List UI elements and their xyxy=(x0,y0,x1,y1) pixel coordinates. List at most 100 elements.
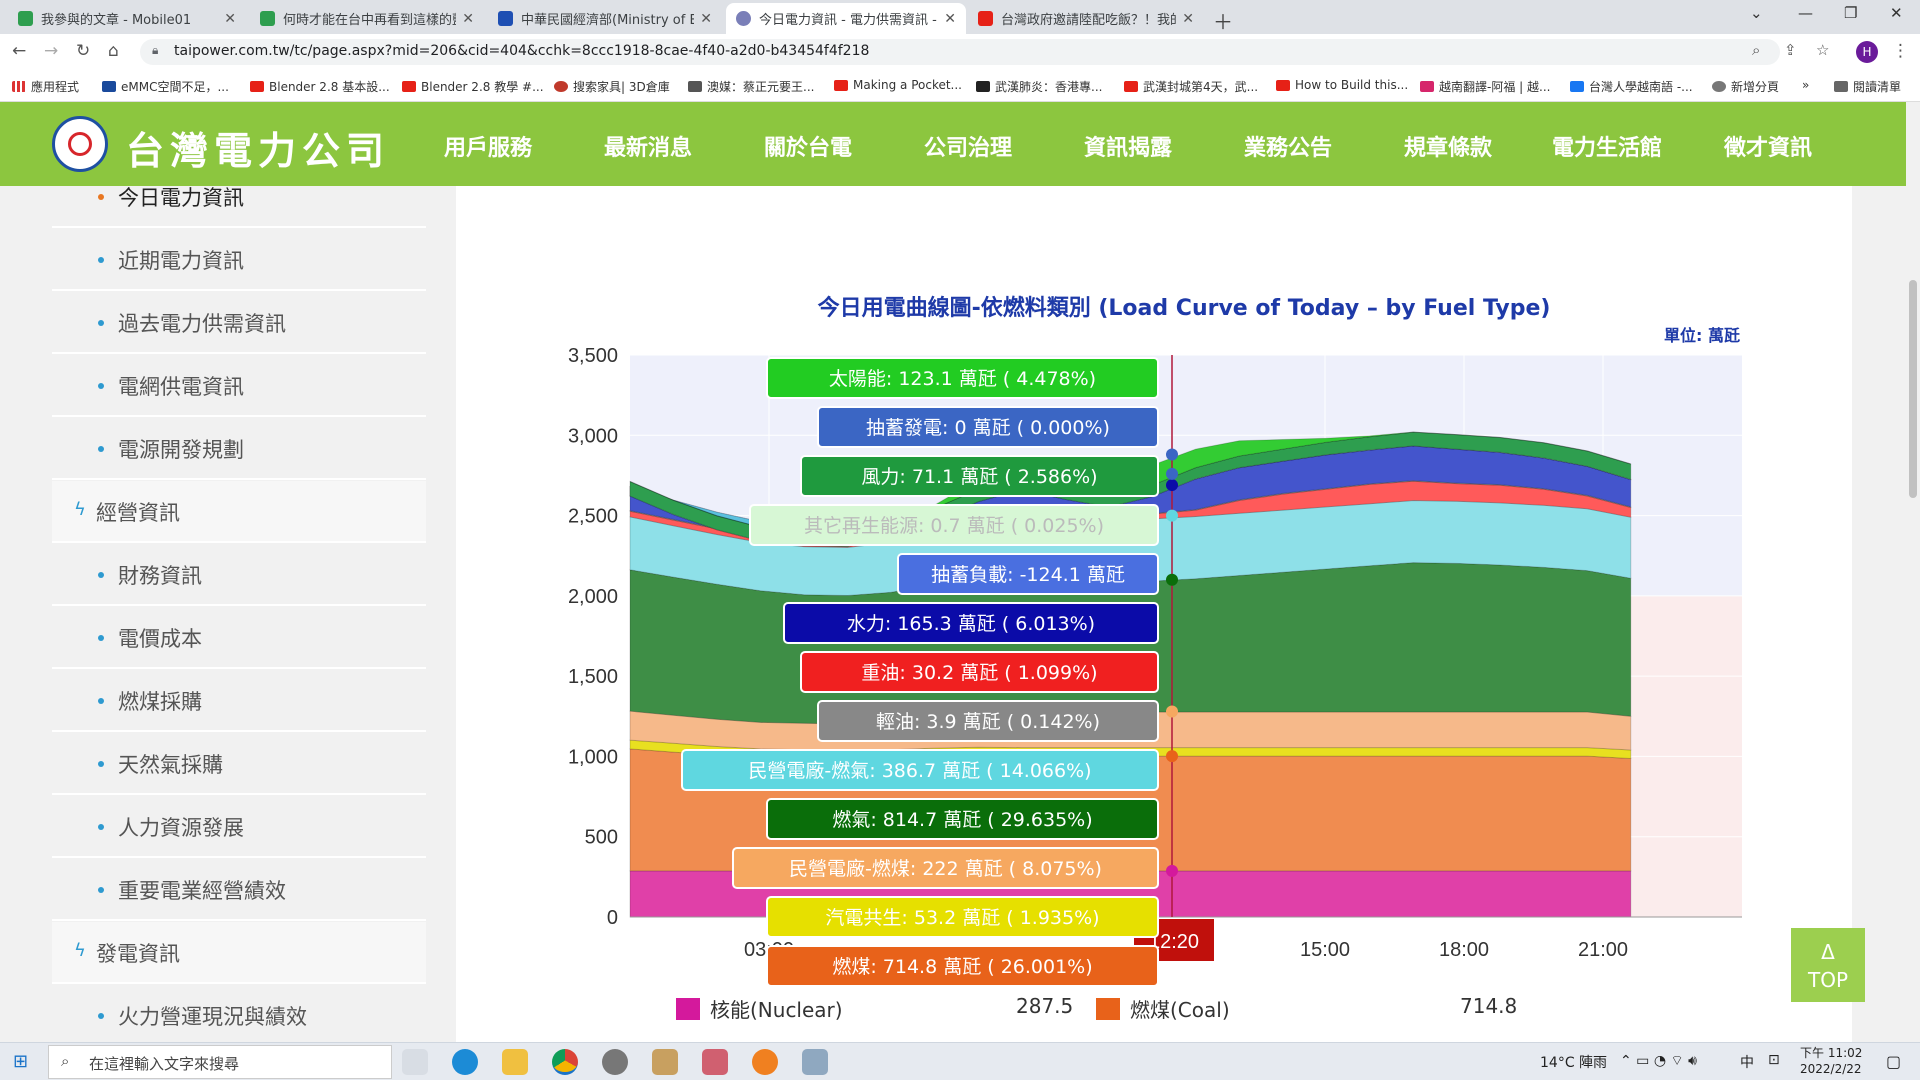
forward-icon[interactable]: → xyxy=(44,41,59,61)
menu-kebab-icon[interactable]: ⋮ xyxy=(1892,41,1909,61)
close-tab-icon[interactable]: ✕ xyxy=(1182,10,1194,27)
bookmark-item[interactable]: 台灣人學越南語 -... xyxy=(1570,78,1693,95)
back-to-top-button[interactable]: Δ TOP xyxy=(1791,928,1865,1002)
profile-avatar[interactable]: H xyxy=(1856,41,1878,63)
sidebar-item-performance[interactable]: 重要電業經營績效 xyxy=(52,859,426,921)
ime-indicator[interactable]: 中 xyxy=(1740,1055,1754,1071)
sidebar-item-coal-purchase[interactable]: 燃煤採購 xyxy=(52,670,426,732)
app-icon[interactable] xyxy=(802,1049,828,1075)
system-tray-icon[interactable]: ⌃ ▭ ◔ ⌔ 🔊︎ xyxy=(1620,1053,1697,1069)
browser-tab-active[interactable]: 今日電力資訊 - 電力供需資訊 - 資 ✕ xyxy=(726,3,966,34)
sidebar-item-power-planning[interactable]: 電源開發規劃 xyxy=(52,418,426,480)
task-view-icon[interactable] xyxy=(402,1049,428,1075)
browser-tab[interactable]: 何時才能在台中再看到這樣的藍天 ✕ xyxy=(250,3,484,34)
sidebar-item-recent-power[interactable]: 近期電力資訊 xyxy=(52,229,426,291)
bookmark-star-icon[interactable]: ☆ xyxy=(1816,41,1830,59)
bookmark-item[interactable]: 新增分頁 xyxy=(1712,78,1779,95)
tab-favicon-icon xyxy=(736,11,751,26)
file-explorer-icon[interactable] xyxy=(502,1049,528,1075)
more-bookmarks-icon[interactable]: » xyxy=(1802,78,1810,92)
scrollbar-thumb[interactable] xyxy=(1909,280,1917,498)
weather-widget[interactable]: 14°C 陣雨 xyxy=(1540,1055,1608,1071)
app-icon[interactable] xyxy=(652,1049,678,1075)
browser-tab[interactable]: 中華民國經濟部(Ministry of Econ ✕ xyxy=(488,3,722,34)
sidebar-section-generation[interactable]: ϟ 發電資訊 xyxy=(52,922,426,984)
minimize-icon[interactable]: — xyxy=(1798,4,1813,22)
close-tab-icon[interactable]: ✕ xyxy=(462,10,474,27)
bookmark-item[interactable]: Making a Pocket... xyxy=(834,78,962,92)
bookmark-item[interactable]: 澳媒：蔡正元要王... xyxy=(688,78,814,95)
tab-favicon-icon xyxy=(18,11,33,26)
bookmark-favicon-icon xyxy=(1420,81,1434,92)
close-window-icon[interactable]: ✕ xyxy=(1890,4,1903,22)
sidebar-section-operations[interactable]: ϟ 經營資訊 xyxy=(52,481,426,543)
blender-icon[interactable] xyxy=(752,1049,778,1075)
tooltip-text: 重油: 30.2 萬瓩 ( 1.099%) xyxy=(861,662,1097,684)
menu-item[interactable]: 公司治理 xyxy=(924,136,1013,161)
app-icon[interactable] xyxy=(602,1049,628,1075)
bullet-icon xyxy=(98,194,104,200)
notification-icon[interactable]: ▢ xyxy=(1886,1052,1902,1071)
apps-grid-icon xyxy=(12,81,26,92)
load-curve-chart[interactable]: 05001,0001,5002,0002,5003,0003,50003:001… xyxy=(456,186,1852,986)
sidebar-item-thermal-ops[interactable]: 火力營運現況與績效 xyxy=(52,985,426,1042)
sidebar-item-price-cost[interactable]: 電價成本 xyxy=(52,607,426,669)
bookmark-item[interactable]: 搜索家具| 3D倉庫 xyxy=(554,78,670,95)
menu-item[interactable]: 電力生活館 xyxy=(1552,136,1663,161)
sidebar-item-hr[interactable]: 人力資源發展 xyxy=(52,796,426,858)
menu-item[interactable]: 最新消息 xyxy=(604,136,693,161)
share-icon[interactable]: ⇪ xyxy=(1784,41,1797,59)
app-icon[interactable] xyxy=(702,1049,728,1075)
crosshair-point xyxy=(1166,448,1178,461)
close-tab-icon[interactable]: ✕ xyxy=(944,10,956,27)
bookmark-item[interactable]: 越南翻譯-阿福 | 越... xyxy=(1420,78,1550,95)
close-tab-icon[interactable]: ✕ xyxy=(700,10,712,27)
site-logo-text[interactable]: 台灣電力公司 xyxy=(126,128,391,173)
menu-item-active[interactable]: 資訊揭露 xyxy=(1084,136,1173,161)
url-field[interactable]: 🔒︎ taipower.com.tw/tc/page.aspx?mid=206&c… xyxy=(140,39,1780,65)
bookmark-label: 澳媒：蔡正元要王... xyxy=(707,80,815,94)
sidebar-item-today-power[interactable]: 今日電力資訊 xyxy=(52,186,426,228)
facebook-icon xyxy=(1570,81,1584,92)
chrome-icon[interactable] xyxy=(552,1049,578,1075)
windows-start-icon[interactable]: ⊞ xyxy=(13,1051,29,1072)
sidebar-item-finance[interactable]: 財務資訊 xyxy=(52,544,426,606)
home-icon[interactable]: ⌂ xyxy=(108,41,119,61)
clock-date[interactable]: 2022/2/22 xyxy=(1800,1062,1862,1076)
reading-list[interactable]: 閱讀清單 xyxy=(1834,78,1901,95)
menu-item[interactable]: 業務公告 xyxy=(1244,136,1333,161)
sidebar-item-label: 今日電力資訊 xyxy=(118,186,244,210)
browser-tab[interactable]: 台灣政府邀請陸配吃飯？！我的 ✕ xyxy=(968,3,1204,34)
bookmark-item[interactable]: 武漢肺炎：香港專... xyxy=(976,78,1102,95)
back-icon[interactable]: ← xyxy=(12,41,27,61)
menu-item[interactable]: 關於台電 xyxy=(764,136,853,161)
taskbar-search-input[interactable]: ⌕ 在這裡輸入文字來搜尋 xyxy=(48,1045,392,1079)
tooltip-text: 風力: 71.1 萬瓩 ( 2.586%) xyxy=(861,466,1097,488)
bookmark-apps[interactable]: 應用程式 xyxy=(12,78,79,95)
bookmark-item[interactable]: Blender 2.8 教學 #... xyxy=(402,78,544,95)
clock-time[interactable]: 下午 11:02 xyxy=(1800,1046,1863,1060)
menu-item[interactable]: 徵才資訊 xyxy=(1724,136,1813,161)
bookmark-item[interactable]: 武漢封城第4天，武... xyxy=(1124,78,1258,95)
sidebar-item-grid-supply[interactable]: 電網供電資訊 xyxy=(52,355,426,417)
menu-item[interactable]: 用戶服務 xyxy=(444,136,533,161)
tooltip-text: 民營電廠-燃煤: 222 萬瓩 ( 8.075%) xyxy=(789,857,1102,880)
bookmark-item[interactable]: eMMC空間不足，... xyxy=(102,78,229,95)
close-tab-icon[interactable]: ✕ xyxy=(224,10,236,27)
menu-item[interactable]: 規章條款 xyxy=(1404,136,1493,161)
bookmark-label: 新增分頁 xyxy=(1731,80,1780,94)
sidebar-item-gas-purchase[interactable]: 天然氣採購 xyxy=(52,733,426,795)
restore-icon[interactable]: ❐ xyxy=(1844,4,1858,22)
tab-search-icon[interactable]: ⌄ xyxy=(1750,4,1763,22)
sidebar-item-past-supply[interactable]: 過去電力供需資訊 xyxy=(52,292,426,354)
taipower-logo-icon[interactable] xyxy=(52,116,108,172)
edge-icon[interactable] xyxy=(452,1049,478,1075)
bookmark-item[interactable]: Blender 2.8 基本設... xyxy=(250,78,390,95)
browser-tab[interactable]: 我參與的文章 - Mobile01 ✕ xyxy=(8,3,246,34)
page-scrollbar[interactable] xyxy=(1906,102,1920,1042)
new-tab-icon[interactable]: ＋ xyxy=(1213,10,1233,34)
ime-mode-icon[interactable]: ⊡ xyxy=(1768,1052,1780,1068)
bookmark-item[interactable]: How to Build this... xyxy=(1276,78,1408,92)
reload-icon[interactable]: ↻ xyxy=(76,41,91,61)
zoom-icon[interactable]: ⌕ xyxy=(1752,41,1761,59)
